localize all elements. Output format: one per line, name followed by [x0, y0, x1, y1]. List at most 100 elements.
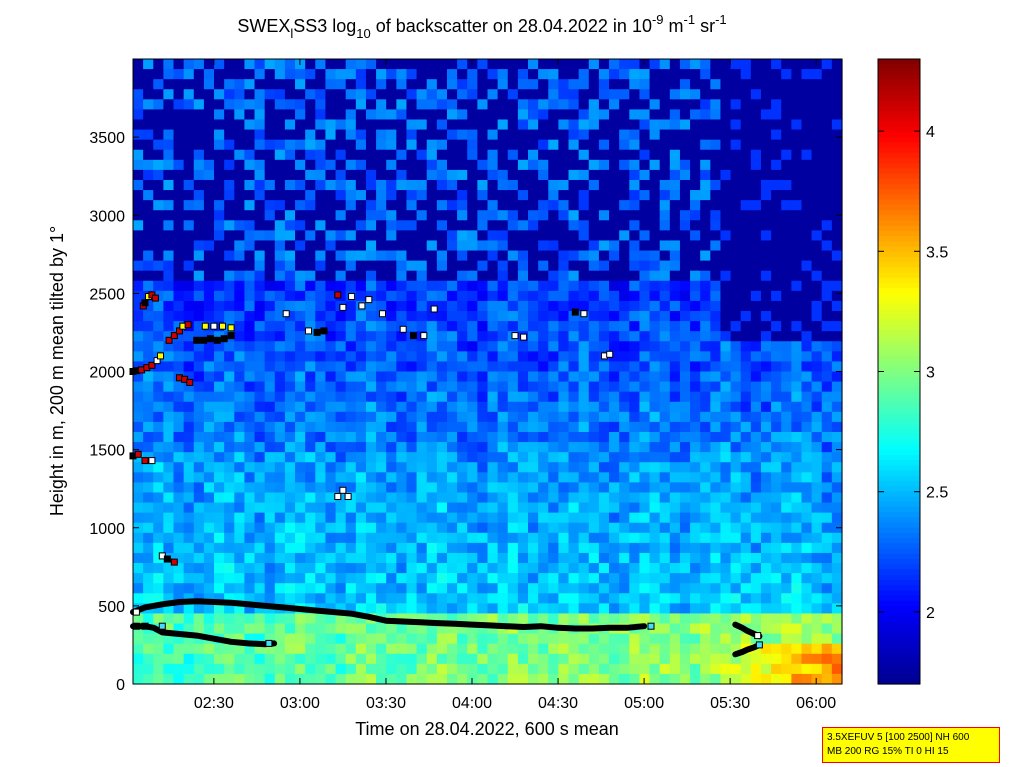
heatmap-cell — [305, 593, 316, 604]
heatmap-cell — [426, 673, 438, 685]
heatmap-cell — [365, 280, 377, 292]
colorbar-cell — [878, 178, 920, 185]
heatmap-cell — [760, 190, 772, 201]
heatmap-cell — [517, 532, 529, 544]
heatmap-cell — [791, 643, 803, 655]
heatmap-cell — [760, 431, 772, 443]
heatmap-cell — [497, 361, 509, 373]
heatmap-cell — [690, 583, 701, 594]
heatmap-cell — [528, 542, 539, 554]
heatmap-cell — [203, 573, 215, 584]
heatmap-cell — [649, 99, 661, 110]
heatmap-cell — [244, 431, 256, 443]
heatmap-cell — [487, 673, 499, 685]
heatmap-cell — [133, 421, 144, 433]
heatmap-cell — [578, 99, 590, 110]
heatmap-cell — [183, 169, 195, 181]
heatmap-cell — [720, 351, 732, 363]
colorbar-cell — [878, 543, 920, 550]
heatmap-cell — [710, 129, 722, 141]
heatmap-cell — [639, 351, 651, 363]
heatmap-cell — [143, 240, 154, 252]
heatmap-cell — [274, 522, 286, 534]
heatmap-cell — [325, 109, 337, 121]
heatmap-cell — [416, 89, 428, 100]
heatmap-cell — [386, 442, 397, 453]
heatmap-cell — [639, 371, 651, 383]
heatmap-cell — [578, 321, 590, 332]
heatmap-cell — [588, 381, 600, 393]
heatmap-cell — [538, 99, 549, 110]
heatmap-cell — [426, 341, 438, 352]
heatmap-cell — [669, 401, 681, 413]
heatmap-cell — [669, 159, 681, 171]
heatmap-cell — [771, 452, 782, 463]
heatmap-cell — [457, 482, 468, 494]
heatmap-cell — [710, 210, 722, 221]
heatmap-cell — [203, 240, 215, 252]
heatmap-cell — [416, 159, 428, 171]
heatmap-cell — [355, 280, 367, 292]
heatmap-cell — [193, 552, 205, 564]
heatmap-cell — [446, 381, 458, 393]
heatmap-cell — [517, 381, 529, 393]
heatmap-cell — [629, 190, 641, 201]
heatmap-cell — [801, 361, 813, 373]
heatmap-cell — [133, 300, 144, 312]
heatmap-cell — [801, 250, 813, 262]
heatmap-cell — [254, 381, 266, 393]
heatmap-cell — [477, 109, 489, 121]
heatmap-cell — [335, 230, 347, 242]
heatmap-cell — [700, 351, 711, 363]
heatmap-cell — [781, 542, 792, 554]
heatmap-cell — [609, 109, 620, 121]
heatmap-cell — [578, 139, 590, 151]
heatmap-cell — [193, 462, 205, 473]
heatmap-cell — [619, 250, 630, 262]
heatmap-cell — [578, 462, 590, 473]
heatmap-cell — [760, 653, 772, 665]
heatmap-cell — [538, 552, 549, 564]
heatmap-cell — [609, 381, 620, 393]
heatmap-cell — [487, 633, 499, 645]
heatmap-cell — [234, 431, 246, 443]
heatmap-cell — [588, 190, 600, 201]
heatmap-cell — [771, 583, 782, 594]
heatmap-cell — [224, 573, 235, 584]
heatmap-cell — [679, 552, 691, 564]
heatmap-cell — [416, 391, 428, 403]
heatmap-cell — [609, 492, 620, 504]
heatmap-cell — [426, 482, 438, 494]
heatmap-cell — [244, 552, 256, 564]
cloud-marker — [647, 622, 655, 630]
heatmap-cell — [305, 633, 316, 645]
heatmap-cell — [163, 300, 175, 312]
heatmap-cell — [365, 179, 377, 191]
heatmap-cell — [345, 331, 357, 342]
heatmap-cell — [639, 381, 651, 393]
heatmap-cell — [426, 250, 438, 262]
heatmap-cell — [801, 522, 813, 534]
heatmap-cell — [598, 260, 610, 272]
heatmap-cell — [325, 250, 337, 262]
heatmap-cell — [477, 391, 489, 403]
colorbar-cell — [878, 309, 920, 315]
heatmap-cell — [750, 89, 762, 100]
heatmap-cell — [659, 411, 671, 423]
heatmap-cell — [183, 421, 195, 433]
colorbar-cell — [878, 262, 920, 268]
heatmap-cell — [528, 351, 539, 363]
heatmap-cell — [173, 663, 185, 675]
heatmap-cell — [376, 230, 387, 242]
heatmap-cell — [254, 401, 266, 413]
heatmap-cell — [214, 280, 225, 292]
heatmap-cell — [446, 663, 458, 675]
heatmap-cell — [416, 401, 428, 413]
heatmap-cell — [335, 653, 347, 665]
heatmap-cell — [274, 89, 286, 100]
heatmap-cell — [436, 472, 448, 483]
heatmap-cell — [335, 250, 347, 262]
heatmap-cell — [396, 603, 408, 615]
heatmap-cell — [609, 552, 620, 564]
heatmap-cell — [700, 250, 711, 262]
